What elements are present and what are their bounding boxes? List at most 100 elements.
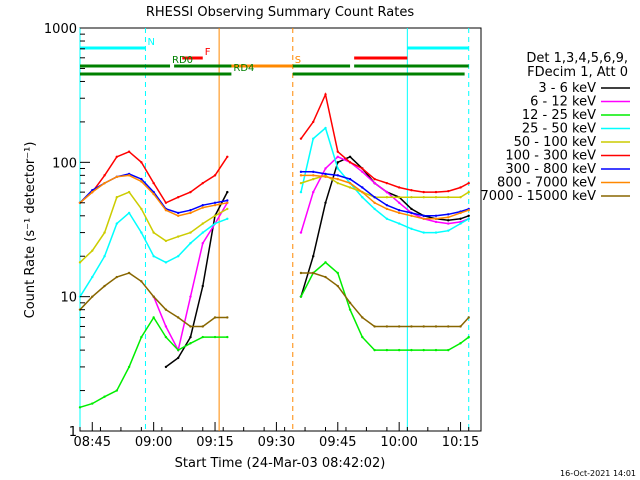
point-3-26 bbox=[459, 222, 462, 225]
point-3-20 bbox=[385, 217, 389, 220]
point-7-2 bbox=[103, 181, 106, 185]
point-7-21 bbox=[397, 211, 401, 215]
x-axis-label: Start Time (24-Mar-03 08:42:02) bbox=[175, 456, 386, 471]
point-6-16 bbox=[336, 174, 339, 177]
point-4-20 bbox=[385, 196, 389, 199]
point-0-25 bbox=[447, 219, 450, 222]
point-4-11 bbox=[213, 214, 217, 217]
point-3-6 bbox=[152, 255, 155, 258]
point-1-25 bbox=[447, 222, 450, 225]
point-5-10 bbox=[201, 181, 204, 185]
point-8-23 bbox=[422, 325, 425, 328]
point-5-16 bbox=[336, 150, 339, 153]
point-7-18 bbox=[361, 190, 364, 194]
point-6-20 bbox=[385, 203, 389, 207]
point-8-1 bbox=[91, 295, 94, 298]
point-2-10 bbox=[201, 335, 204, 339]
point-2-26 bbox=[459, 342, 462, 345]
point-0-7 bbox=[164, 365, 168, 369]
point-4-8 bbox=[177, 235, 180, 238]
point-5-19 bbox=[373, 177, 376, 181]
point-3-12 bbox=[226, 217, 229, 220]
point-5-13 bbox=[299, 137, 303, 140]
point-8-16 bbox=[336, 284, 339, 288]
point-5-7 bbox=[164, 201, 168, 204]
legend-header-0: Det 1,3,4,5,6,9, bbox=[526, 51, 628, 66]
point-3-22 bbox=[410, 227, 413, 231]
point-6-13 bbox=[299, 170, 303, 174]
point-3-3 bbox=[115, 222, 119, 225]
point-5-23 bbox=[422, 190, 425, 194]
point-8-11 bbox=[213, 316, 217, 319]
point-2-18 bbox=[361, 335, 364, 339]
point-4-10 bbox=[201, 222, 204, 225]
series-line-8 bbox=[79, 272, 470, 328]
point-3-13 bbox=[299, 190, 303, 194]
point-7-13 bbox=[299, 174, 303, 177]
point-2-25 bbox=[447, 348, 450, 352]
point-5-27 bbox=[467, 181, 470, 185]
legend-header-1: FDecim 1, Att 0 bbox=[527, 65, 628, 80]
point-4-25 bbox=[447, 196, 450, 199]
chart-title: RHESSI Observing Summary Count Rates bbox=[146, 5, 415, 20]
point-8-25 bbox=[447, 325, 450, 328]
point-5-12 bbox=[226, 155, 229, 158]
point-2-9 bbox=[189, 342, 192, 345]
point-3-1 bbox=[91, 275, 94, 279]
point-6-14 bbox=[312, 170, 315, 174]
point-3-18 bbox=[361, 196, 364, 199]
point-2-3 bbox=[115, 389, 119, 392]
point-5-3 bbox=[115, 155, 119, 158]
point-4-16 bbox=[336, 181, 339, 185]
bar-label-s: S bbox=[295, 55, 301, 66]
point-8-20 bbox=[385, 325, 389, 328]
point-5-24 bbox=[434, 190, 438, 194]
point-7-14 bbox=[312, 174, 315, 177]
point-3-2 bbox=[103, 255, 106, 258]
x-axis: 08:45 09:00 09:15 09:30 09:45 10:00 10:15 bbox=[74, 422, 479, 450]
point-8-27 bbox=[467, 316, 470, 319]
point-3-21 bbox=[397, 222, 401, 225]
bar-label-n: N bbox=[147, 37, 154, 48]
y-axis-label: Count Rate (s⁻¹ detector⁻¹) bbox=[23, 142, 38, 319]
point-5-14 bbox=[312, 120, 315, 124]
point-1-18 bbox=[361, 170, 364, 174]
point-0-8 bbox=[177, 356, 180, 360]
point-5-18 bbox=[361, 167, 364, 170]
point-8-10 bbox=[201, 325, 204, 328]
legend-label-5: 100 - 300 keV bbox=[505, 149, 596, 164]
point-2-15 bbox=[324, 261, 327, 264]
point-8-8 bbox=[177, 316, 180, 319]
x-tick-label: 08:45 bbox=[74, 435, 111, 450]
point-0-27 bbox=[467, 214, 470, 217]
point-6-19 bbox=[373, 196, 376, 199]
point-8-5 bbox=[140, 280, 143, 283]
point-2-27 bbox=[467, 335, 470, 339]
point-3-11 bbox=[213, 222, 217, 225]
y-tick-label: 10 bbox=[60, 291, 77, 306]
point-4-7 bbox=[164, 239, 168, 243]
legend-label-6: 300 - 800 keV bbox=[505, 162, 596, 177]
point-3-25 bbox=[447, 229, 450, 232]
series-line-4 bbox=[79, 174, 470, 263]
point-8-6 bbox=[152, 295, 155, 298]
point-4-21 bbox=[397, 196, 401, 199]
point-4-24 bbox=[434, 196, 438, 199]
data-series bbox=[78, 92, 470, 409]
legend-label-7: 800 - 7000 keV bbox=[497, 176, 596, 191]
point-7-7 bbox=[164, 209, 168, 212]
legend-label-4: 50 - 100 keV bbox=[514, 135, 597, 150]
point-7-26 bbox=[459, 211, 462, 215]
point-7-10 bbox=[201, 206, 204, 209]
point-0-12 bbox=[226, 190, 229, 194]
legend-label-3: 25 - 50 keV bbox=[522, 122, 596, 137]
point-5-15 bbox=[324, 93, 327, 96]
point-7-6 bbox=[152, 192, 155, 196]
point-4-23 bbox=[422, 196, 425, 199]
bar-label-rd0: RD0 bbox=[172, 55, 193, 66]
point-6-25 bbox=[447, 213, 450, 216]
point-0-17 bbox=[348, 155, 352, 158]
series-line-0 bbox=[165, 155, 469, 368]
series-line-2 bbox=[79, 261, 470, 409]
